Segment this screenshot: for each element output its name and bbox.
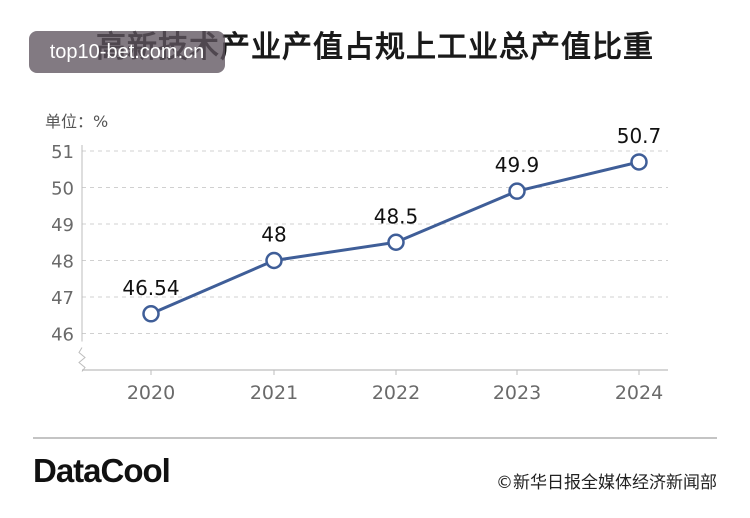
source-credit: ©新华日报全媒体经济新闻部 [496, 473, 717, 493]
y-tick-label: 49 [51, 215, 74, 236]
data-label-2023: 49.9 [495, 153, 540, 177]
y-tick-label: 46 [51, 325, 74, 346]
footer-divider [33, 437, 717, 439]
watermark-badge: top10-bet.com.cn [29, 31, 225, 73]
data-point-2020 [142, 305, 160, 323]
x-tick-label: 2022 [372, 382, 420, 404]
data-label-2024: 50.7 [617, 124, 662, 148]
y-axis-unit-label: 单位：% [45, 112, 109, 131]
data-point-2021 [265, 251, 283, 270]
data-label-2022: 48.5 [374, 204, 419, 228]
data-label-2020: 46.54 [122, 276, 179, 300]
y-axis-break [78, 347, 86, 372]
x-tick-label: 2021 [250, 382, 298, 404]
y-tick-label: 50 [51, 179, 74, 200]
x-tick-label: 2020 [127, 382, 175, 404]
x-tick-label: 2024 [615, 382, 663, 404]
x-tick-label: 2023 [493, 382, 541, 404]
brand-logo: DataCool [33, 452, 171, 489]
y-tick-label: 48 [51, 252, 74, 273]
data-point-2024 [630, 153, 648, 171]
data-label-2021: 48 [261, 223, 286, 247]
data-point-2022 [387, 233, 405, 251]
data-point-2023 [508, 182, 526, 200]
y-tick-label: 51 [51, 142, 74, 163]
y-tick-label: 47 [51, 288, 74, 309]
